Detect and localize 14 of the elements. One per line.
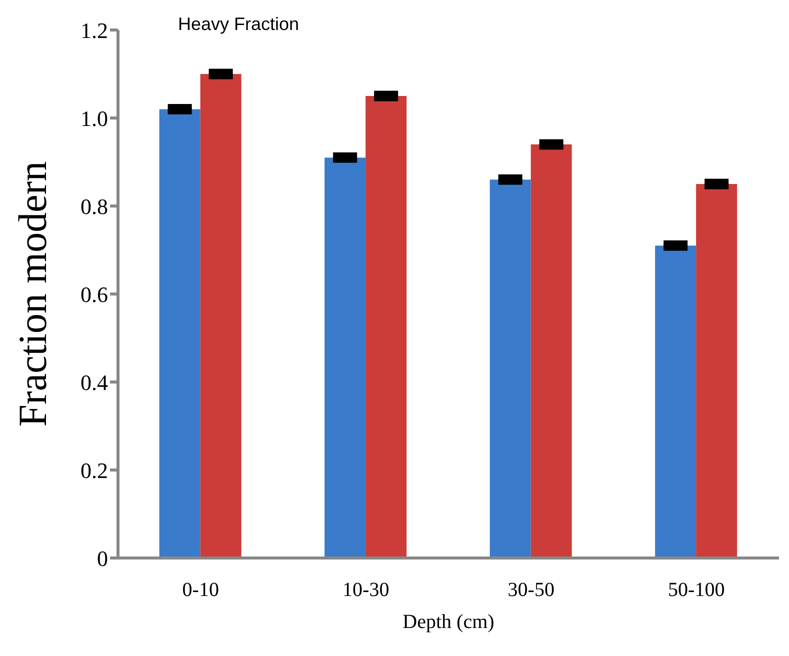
y-tick-label: 0.4 bbox=[80, 370, 108, 395]
y-tick-label: 0.6 bbox=[80, 282, 108, 307]
y-tick-label: 0 bbox=[97, 546, 108, 571]
y-axis-title: Fraction modern bbox=[10, 161, 56, 427]
y-tick-label: 0.2 bbox=[80, 458, 108, 483]
x-tick-label: 50-100 bbox=[668, 579, 725, 602]
y-tick-label: 0.8 bbox=[80, 194, 108, 219]
x-axis-title: Depth (cm) bbox=[402, 611, 494, 633]
chart-title: Heavy Fraction bbox=[178, 14, 300, 35]
y-tick-label: 1.2 bbox=[80, 18, 108, 43]
y-tick-label: 1.0 bbox=[80, 106, 108, 131]
x-tick-label: 0-10 bbox=[182, 579, 219, 602]
x-tick-label: 10-30 bbox=[342, 579, 390, 602]
x-tick-label: 30-50 bbox=[508, 579, 554, 602]
